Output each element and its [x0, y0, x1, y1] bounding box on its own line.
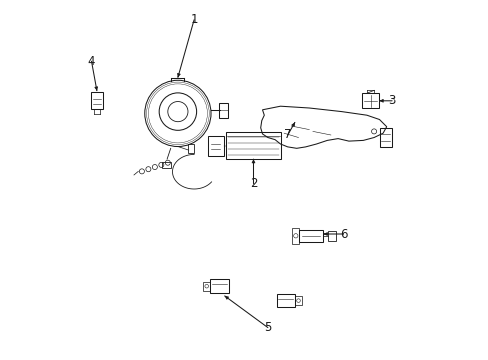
Text: 2: 2 — [249, 177, 257, 190]
Text: 4: 4 — [87, 55, 95, 68]
Text: 1: 1 — [190, 13, 198, 26]
Text: 7: 7 — [284, 129, 291, 141]
Text: 6: 6 — [339, 228, 346, 240]
Text: 3: 3 — [387, 94, 395, 107]
Text: 5: 5 — [264, 321, 271, 334]
